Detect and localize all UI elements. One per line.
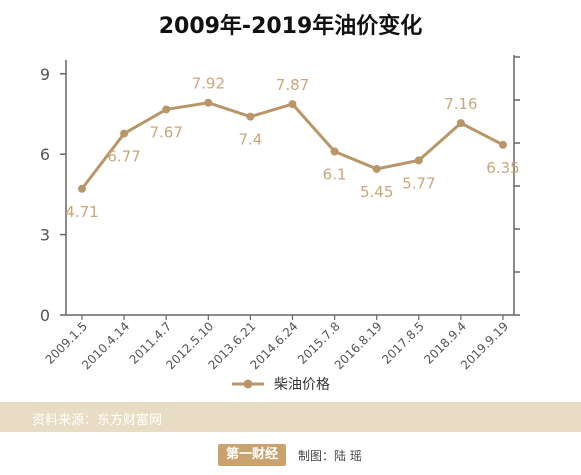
data-label: 7.87 (276, 76, 309, 94)
data-point (162, 105, 171, 114)
data-label: 7.4 (238, 131, 262, 149)
legend-marker-icon (243, 379, 253, 389)
chart-title: 2009年-2019年油价变化 (158, 14, 423, 39)
data-point (372, 164, 381, 173)
data-point (246, 112, 255, 121)
right-axis-ticks (514, 56, 520, 316)
data-point (78, 184, 86, 193)
x-tick-label: 2017.8.5 (379, 319, 427, 367)
data-label: 7.67 (149, 123, 182, 141)
data-label: 5.77 (402, 174, 435, 192)
data-point (330, 147, 339, 156)
y-tick-label: 0 (40, 306, 50, 325)
legend-label: 柴油价格 (274, 377, 330, 393)
data-points (78, 98, 507, 193)
data-label: 6.77 (107, 148, 140, 166)
data-point (499, 140, 507, 149)
data-label: 5.45 (360, 183, 393, 201)
data-point (288, 100, 297, 109)
data-point (204, 98, 213, 107)
y-tick-label: 9 (40, 65, 50, 84)
series-line-diesel-price (80, 101, 504, 190)
source-text: 资料来源：东方财富网 (32, 413, 163, 428)
data-label: 4.71 (65, 203, 98, 221)
data-label: 7.16 (444, 95, 477, 113)
brand-logo: 第一财经 (218, 444, 286, 466)
data-label: 6.35 (486, 159, 519, 177)
y-tick-label: 3 (40, 226, 50, 245)
line-chart: 0 3 6 9 2009.1.52010.4.142011.4.72012.5.102… (40, 55, 520, 393)
source-bar: 资料来源：东方财富网 (0, 402, 581, 432)
y-ticks: 0 3 6 9 (40, 65, 66, 325)
data-labels: 4.71 6.77 7.67 7.92 7.4 7.87 6.1 5.45 5.77 7.16 6.… (65, 75, 519, 221)
legend: 柴油价格 (232, 377, 330, 393)
x-ticks: 2009.1.52010.4.142011.4.72012.5.102013.6… (42, 315, 511, 372)
y-tick-label: 6 (40, 145, 50, 164)
data-label: 7.92 (192, 75, 225, 93)
data-point (414, 156, 423, 165)
chart-credit: 制图：陆 瑶 (298, 449, 362, 463)
data-point (456, 119, 465, 128)
data-point (120, 129, 129, 138)
data-label: 6.1 (323, 166, 347, 184)
